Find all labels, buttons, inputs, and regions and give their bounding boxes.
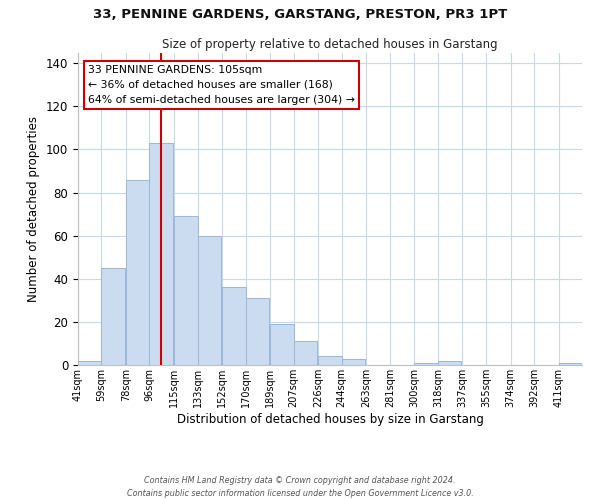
Bar [197,236,221,365]
Title: Size of property relative to detached houses in Garstang: Size of property relative to detached ho… [162,38,498,52]
Text: 33 PENNINE GARDENS: 105sqm
← 36% of detached houses are smaller (168)
64% of sem: 33 PENNINE GARDENS: 105sqm ← 36% of deta… [88,65,355,104]
Y-axis label: Number of detached properties: Number of detached properties [28,116,40,302]
Bar [341,358,365,365]
X-axis label: Distribution of detached houses by size in Garstang: Distribution of detached houses by size … [176,412,484,426]
Bar [101,268,125,365]
Bar [174,216,197,365]
Bar [222,288,245,365]
Bar [319,356,341,365]
Bar [415,363,438,365]
Bar [559,363,582,365]
Bar [126,180,149,365]
Bar [293,342,317,365]
Text: Contains HM Land Registry data © Crown copyright and database right 2024.
Contai: Contains HM Land Registry data © Crown c… [127,476,473,498]
Bar [78,360,101,365]
Text: 33, PENNINE GARDENS, GARSTANG, PRESTON, PR3 1PT: 33, PENNINE GARDENS, GARSTANG, PRESTON, … [93,8,507,20]
Bar [149,143,173,365]
Bar [438,360,461,365]
Bar [270,324,293,365]
Bar [245,298,269,365]
